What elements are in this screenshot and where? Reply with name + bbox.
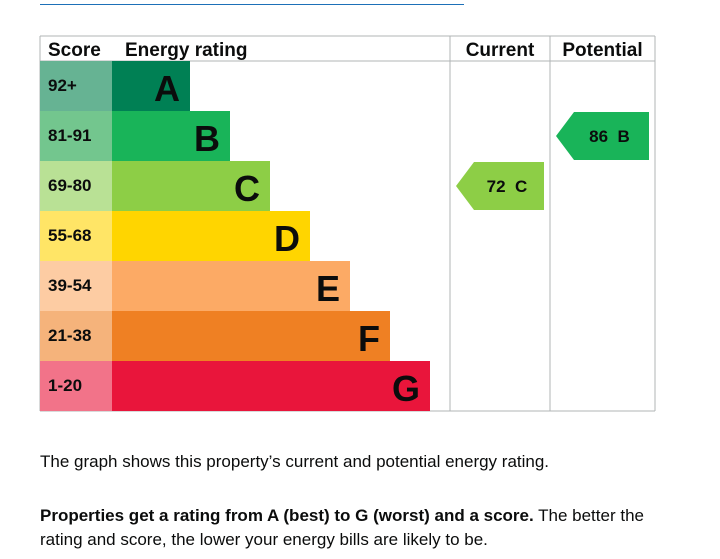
current-rating-label: 72 C bbox=[487, 177, 528, 196]
energy-rating-chart: Score Energy rating Current Potential 92+ A 81… bbox=[39, 35, 656, 412]
rating-explanation-bold: Properties get a rating from A (best) to… bbox=[40, 506, 534, 525]
score-cell-f bbox=[40, 311, 112, 361]
score-cell-e bbox=[40, 261, 112, 311]
band-bar-a bbox=[112, 61, 190, 111]
rating-explanation: Properties get a rating from A (best) to… bbox=[40, 504, 680, 552]
score-label-e: 39-54 bbox=[48, 276, 92, 295]
score-label-c: 69-80 bbox=[48, 176, 91, 195]
score-cell-b bbox=[40, 111, 112, 161]
header-score: Score bbox=[48, 40, 101, 61]
band-letter-b: B bbox=[194, 118, 220, 159]
top-link-underline[interactable] bbox=[40, 0, 464, 5]
score-label-d: 55-68 bbox=[48, 226, 91, 245]
score-cell-c bbox=[40, 161, 112, 211]
band-letter-g: G bbox=[392, 368, 420, 409]
potential-rating-label: 86 B bbox=[589, 127, 630, 146]
band-bar-d bbox=[112, 211, 310, 261]
score-cell-a bbox=[40, 61, 112, 111]
potential-rating-arrow bbox=[556, 112, 649, 160]
chart-caption: The graph shows this property’s current … bbox=[40, 452, 550, 471]
band-letter-d: D bbox=[274, 218, 300, 259]
score-label-b: 81-91 bbox=[48, 126, 91, 145]
band-bar-e bbox=[112, 261, 350, 311]
band-letter-e: E bbox=[316, 268, 340, 309]
score-cell-g bbox=[40, 361, 112, 411]
score-label-f: 21-38 bbox=[48, 326, 91, 345]
score-label-a: 92+ bbox=[48, 76, 77, 95]
band-letter-a: A bbox=[154, 68, 180, 109]
band-letter-f: F bbox=[358, 318, 380, 359]
band-bar-f bbox=[112, 311, 390, 361]
score-label-g: 1-20 bbox=[48, 376, 82, 395]
score-cell-d bbox=[40, 211, 112, 261]
header-current: Current bbox=[466, 40, 535, 61]
band-letter-c: C bbox=[234, 168, 260, 209]
header-energy-rating: Energy rating bbox=[125, 40, 247, 61]
rating-explanation-rest: The better the rating and score, the low… bbox=[40, 506, 644, 549]
band-bar-g bbox=[112, 361, 430, 411]
band-bar-c bbox=[112, 161, 270, 211]
current-rating-arrow bbox=[456, 162, 544, 210]
header-potential: Potential bbox=[562, 40, 642, 61]
band-bar-b bbox=[112, 111, 230, 161]
